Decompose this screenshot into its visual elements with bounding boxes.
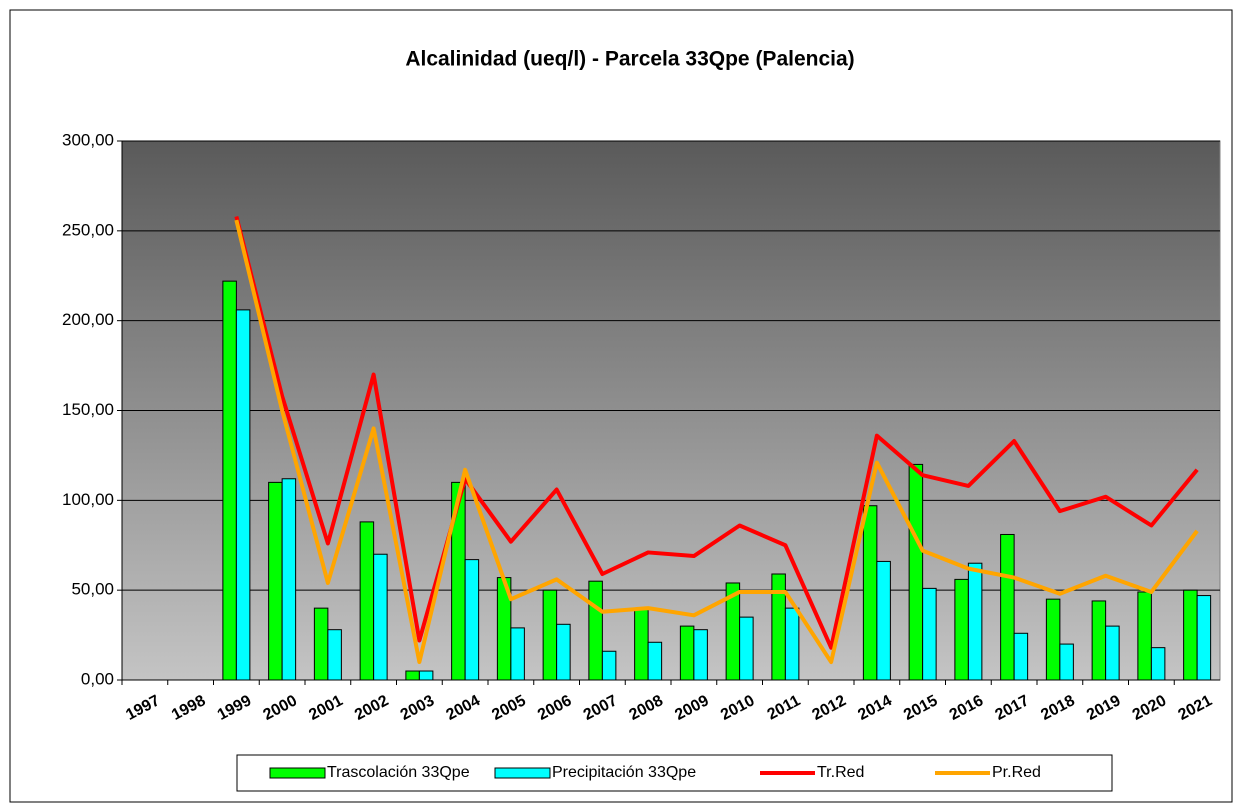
legend-label: Precipitación 33Qpe — [552, 764, 696, 781]
legend-swatch — [269, 767, 326, 779]
bar — [862, 505, 878, 681]
bar — [510, 627, 525, 681]
bar — [359, 521, 375, 681]
bar — [556, 623, 571, 681]
y-tick-label: 0,00 — [81, 669, 114, 688]
bar — [222, 280, 237, 681]
bar — [1105, 625, 1120, 681]
bar — [1059, 643, 1074, 681]
y-tick-label: 50,00 — [71, 580, 114, 599]
bar — [588, 580, 603, 681]
bar — [1183, 589, 1198, 681]
bar — [1000, 533, 1015, 681]
bar — [1091, 600, 1107, 681]
line — [234, 215, 1199, 650]
bar — [327, 629, 342, 681]
bar — [405, 670, 420, 681]
bar — [771, 573, 786, 681]
bar — [647, 641, 663, 681]
legend-label: Pr.Red — [992, 764, 1041, 781]
bar — [268, 481, 283, 681]
bar — [876, 560, 891, 681]
y-tick-label: 150,00 — [62, 400, 114, 419]
bar — [693, 629, 708, 681]
bar — [1045, 598, 1061, 681]
bar — [954, 578, 969, 681]
y-tick-label: 300,00 — [62, 130, 114, 149]
line — [234, 219, 1199, 665]
y-tick-label: 100,00 — [62, 490, 114, 509]
bar — [784, 607, 800, 681]
bar — [908, 463, 924, 681]
bar — [235, 309, 251, 681]
bar — [601, 650, 617, 681]
y-tick-label: 200,00 — [62, 310, 114, 329]
bar — [542, 589, 558, 681]
bar — [922, 587, 937, 681]
bar — [679, 625, 695, 681]
bar — [373, 553, 388, 681]
chart-title: Alcalinidad (ueq/l) - Parcela 33Qpe (Pal… — [405, 48, 854, 71]
y-tick-label: 250,00 — [62, 220, 114, 239]
bar — [418, 670, 434, 681]
bar — [464, 559, 480, 681]
bar — [634, 607, 649, 681]
bar — [1013, 632, 1029, 681]
bar — [739, 616, 754, 681]
bar — [1150, 647, 1166, 681]
legend-label: Trascolación 33Qpe — [327, 764, 470, 781]
bar — [1196, 595, 1212, 681]
bar — [281, 478, 297, 681]
bar — [967, 562, 983, 681]
legend-swatch — [494, 767, 551, 779]
bar — [1137, 591, 1152, 681]
legend-label: Tr.Red — [817, 764, 864, 781]
bar — [313, 607, 329, 681]
